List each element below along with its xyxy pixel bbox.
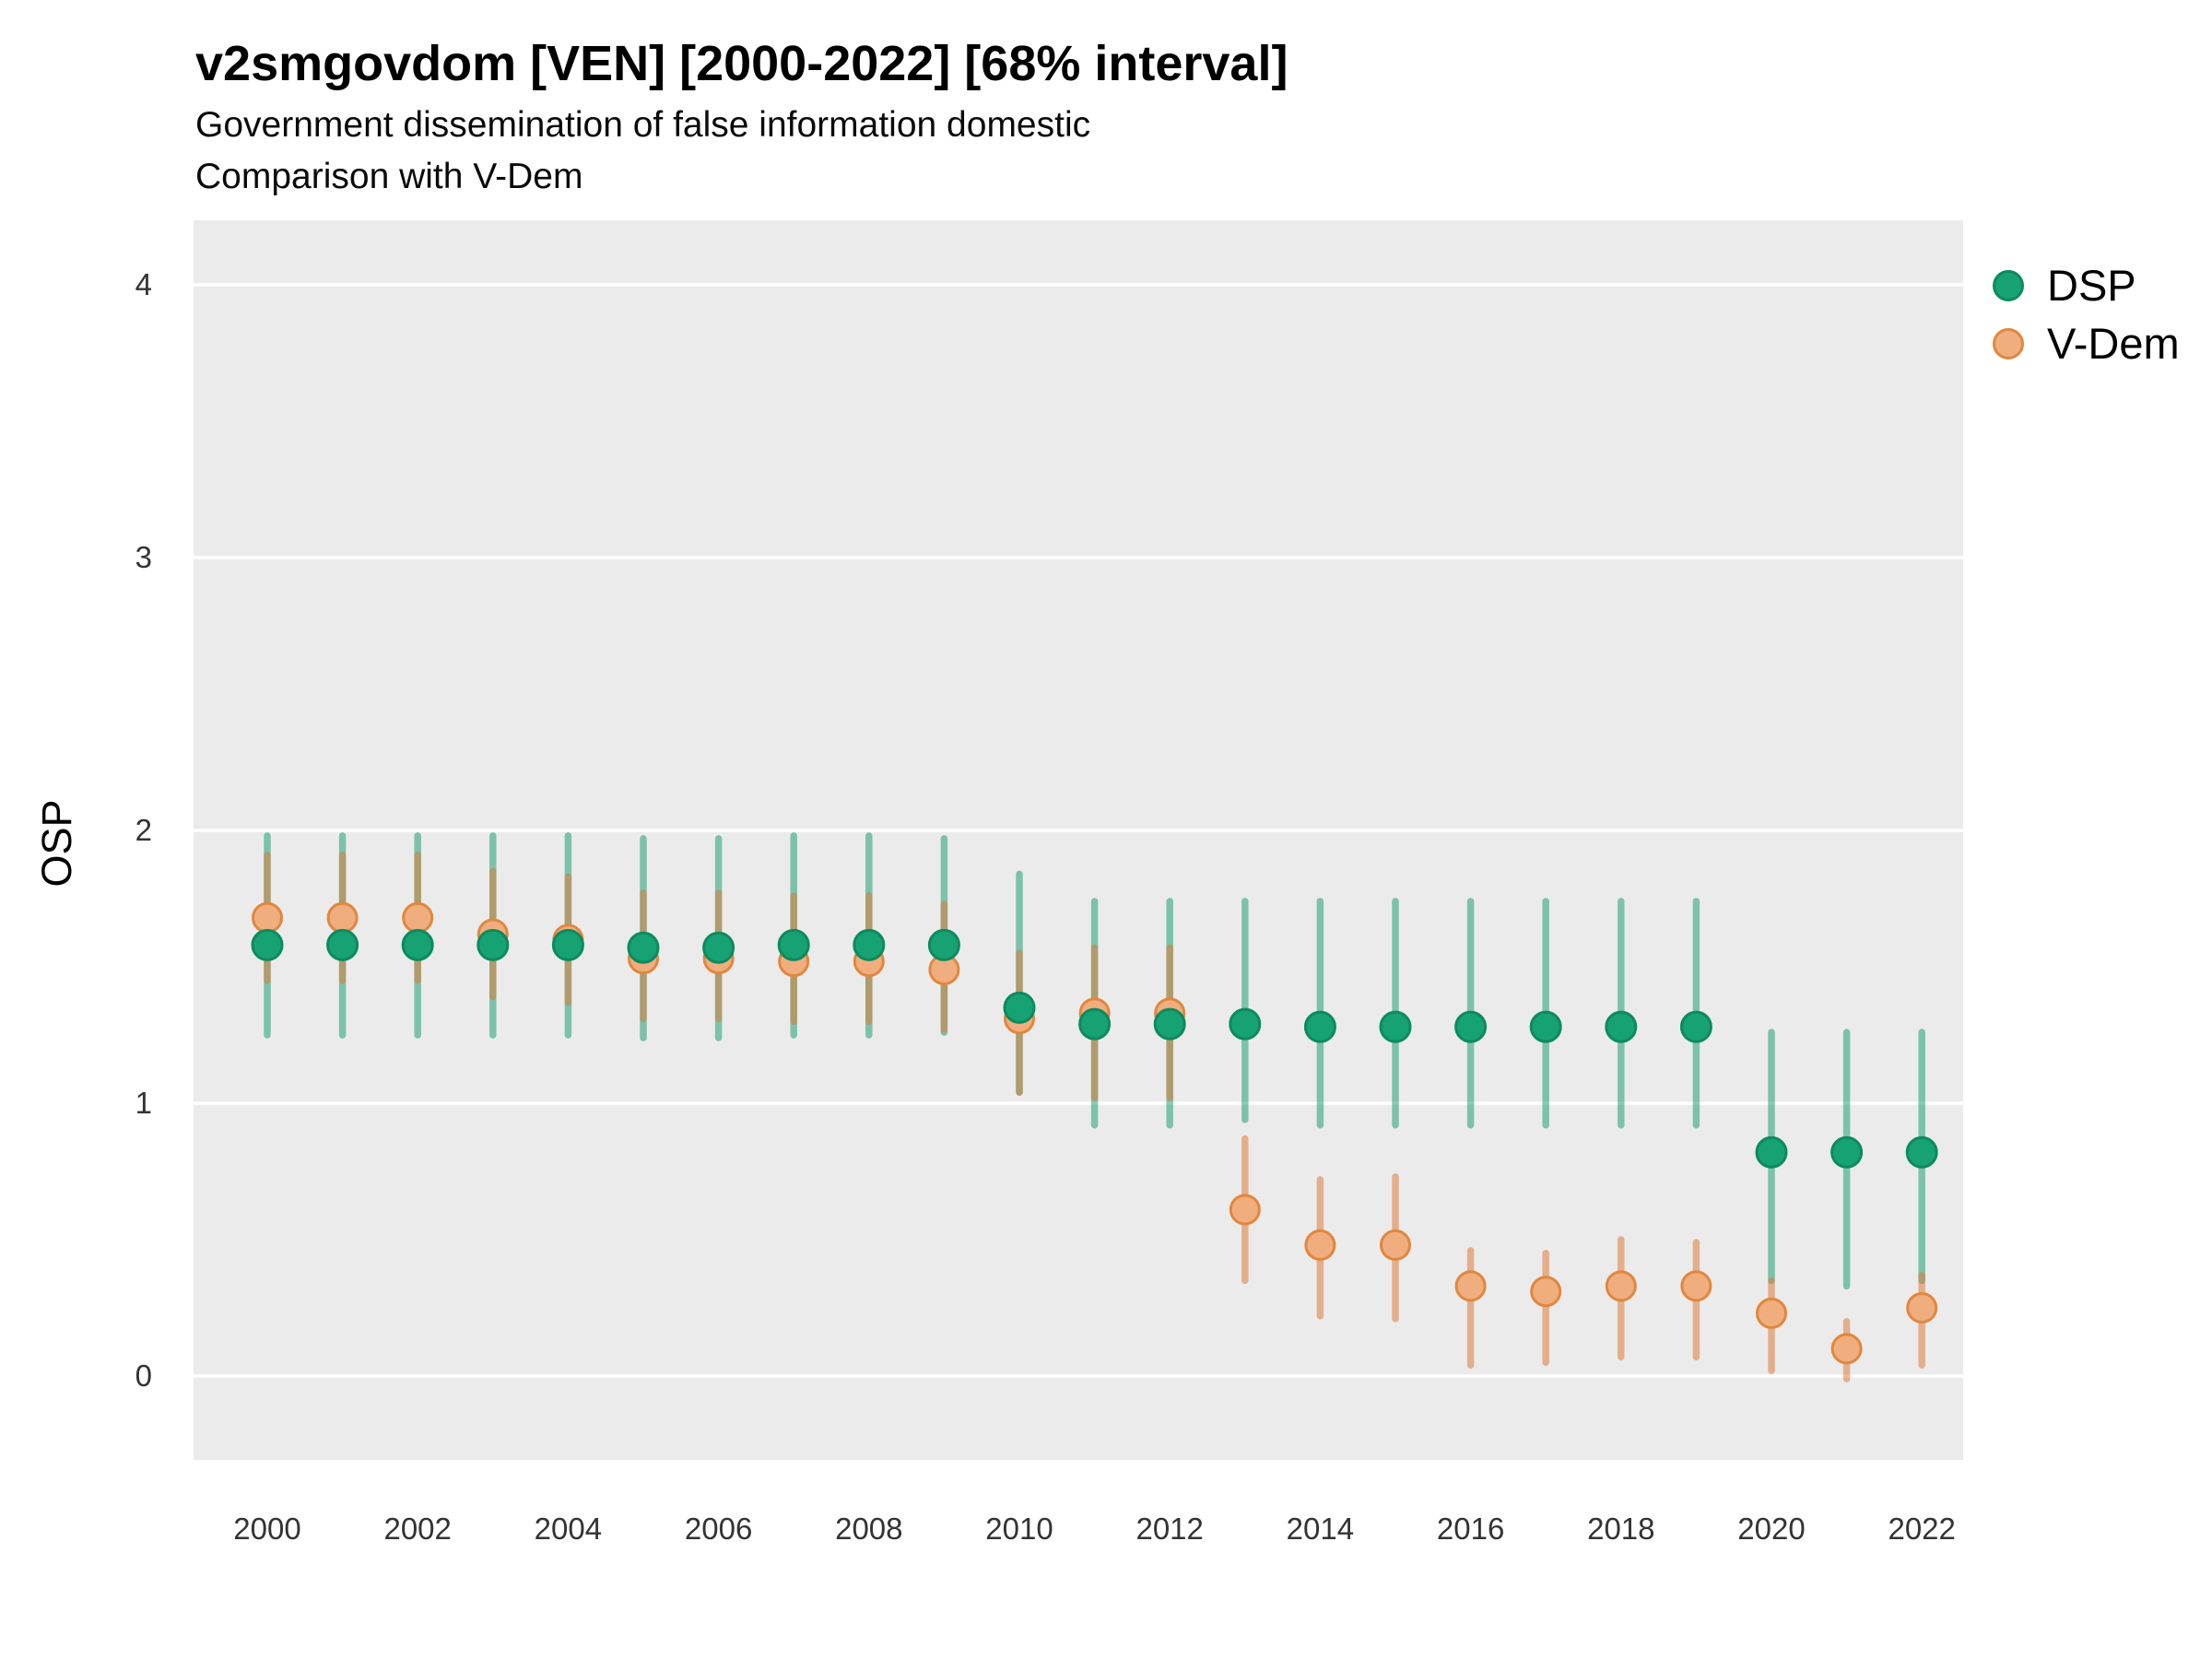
- legend-dot-vdem-icon: [1993, 327, 2024, 359]
- point-dsp-2009: [927, 928, 960, 961]
- point-dsp-2008: [853, 928, 886, 961]
- x-tick-label-2000: 2000: [233, 1512, 301, 1546]
- point-v-dem-2019: [1680, 1270, 1712, 1302]
- point-dsp-2014: [1303, 1010, 1336, 1043]
- point-dsp-2016: [1454, 1010, 1488, 1043]
- point-v-dem-2021: [1830, 1333, 1863, 1365]
- point-v-dem-2020: [1756, 1297, 1787, 1329]
- point-dsp-2011: [1078, 1007, 1112, 1041]
- point-dsp-2020: [1755, 1135, 1788, 1169]
- y-axis-title: OSP: [33, 799, 80, 888]
- legend-item-dsp: DSP: [1993, 260, 2136, 311]
- x-tick-label-2006: 2006: [684, 1512, 753, 1546]
- point-v-dem-2017: [1530, 1276, 1562, 1308]
- point-v-dem-2000: [252, 901, 283, 934]
- point-dsp-2015: [1379, 1010, 1412, 1043]
- point-dsp-2017: [1529, 1010, 1562, 1043]
- x-tick-label-2004: 2004: [534, 1512, 603, 1546]
- legend-label-vdem: V-Dem: [2047, 319, 2180, 368]
- chart-subtitle-line2: Comparison with V-Dem: [195, 157, 583, 196]
- point-dsp-2018: [1605, 1010, 1638, 1043]
- point-v-dem-2014: [1304, 1229, 1336, 1261]
- point-v-dem-2013: [1229, 1194, 1261, 1226]
- legend-label-dsp: DSP: [2047, 261, 2136, 310]
- point-v-dem-2022: [1906, 1292, 1938, 1324]
- point-dsp-2001: [326, 928, 359, 961]
- plot-svg: [194, 283, 1963, 1382]
- x-tick-label-2014: 2014: [1286, 1512, 1355, 1546]
- chart-subtitle-line1: Government dissemination of false inform…: [195, 105, 1091, 145]
- y-tick-label-4: 4: [135, 267, 152, 301]
- point-dsp-2003: [477, 928, 510, 961]
- point-dsp-2004: [551, 928, 584, 961]
- x-tick-label-2022: 2022: [1888, 1512, 1956, 1546]
- point-dsp-2007: [777, 928, 810, 961]
- point-dsp-2012: [1153, 1007, 1186, 1041]
- x-tick-label-2012: 2012: [1135, 1512, 1204, 1546]
- point-dsp-2019: [1679, 1010, 1712, 1043]
- point-v-dem-2018: [1605, 1270, 1637, 1302]
- point-dsp-2002: [401, 928, 434, 961]
- point-dsp-2022: [1905, 1135, 1938, 1169]
- point-v-dem-2002: [402, 901, 434, 934]
- x-tick-label-2016: 2016: [1436, 1512, 1505, 1546]
- point-v-dem-2016: [1454, 1270, 1487, 1302]
- point-dsp-2006: [702, 931, 735, 964]
- chart-title: v2smgovdom [VEN] [2000-2022] [68% interv…: [195, 36, 1288, 91]
- x-tick-label-2002: 2002: [383, 1512, 452, 1546]
- point-dsp-2000: [251, 928, 284, 961]
- y-tick-label-1: 1: [135, 1086, 152, 1120]
- x-tick-label-2018: 2018: [1587, 1512, 1655, 1546]
- legend-dot-dsp-icon: [1993, 269, 2024, 301]
- point-v-dem-2015: [1380, 1229, 1411, 1261]
- x-tick-label-2020: 2020: [1737, 1512, 1806, 1546]
- point-dsp-2005: [627, 931, 660, 964]
- x-tick-label-2008: 2008: [835, 1512, 903, 1546]
- y-tick-label-3: 3: [135, 540, 152, 574]
- point-dsp-2010: [1003, 991, 1036, 1024]
- point-dsp-2021: [1830, 1135, 1864, 1169]
- legend-item-vdem: V-Dem: [1993, 318, 2180, 369]
- y-tick-label-0: 0: [135, 1359, 152, 1393]
- plot-panel: [194, 220, 1963, 1460]
- y-tick-label-2: 2: [135, 813, 152, 847]
- point-dsp-2013: [1229, 1007, 1262, 1041]
- point-v-dem-2001: [326, 901, 359, 934]
- x-tick-label-2010: 2010: [985, 1512, 1053, 1546]
